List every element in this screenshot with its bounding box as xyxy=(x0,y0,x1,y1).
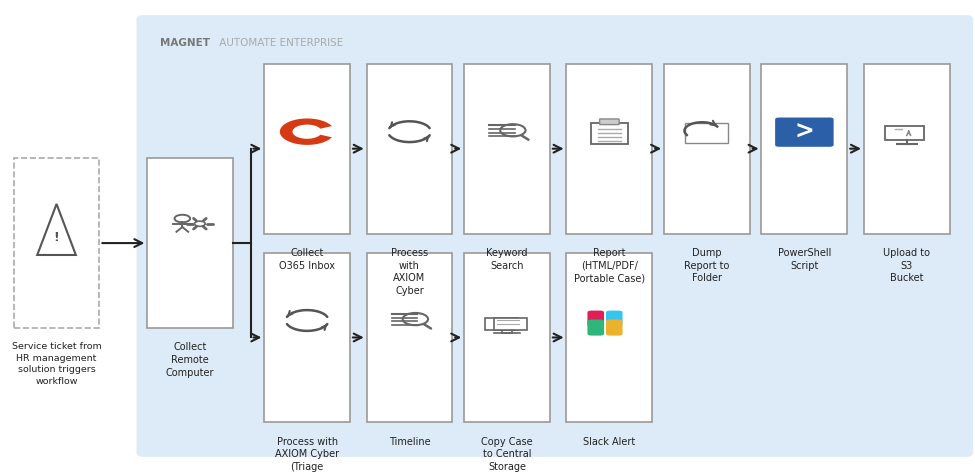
Text: Process with
AXIOM Cyber
(Triage
Search): Process with AXIOM Cyber (Triage Search) xyxy=(275,437,339,472)
FancyBboxPatch shape xyxy=(485,318,518,330)
FancyBboxPatch shape xyxy=(464,64,550,234)
FancyBboxPatch shape xyxy=(587,311,604,327)
FancyBboxPatch shape xyxy=(494,318,527,330)
Text: Collect
Remote
Computer: Collect Remote Computer xyxy=(166,342,214,378)
FancyBboxPatch shape xyxy=(587,320,604,336)
Text: Report
(HTML/PDF/
Portable Case): Report (HTML/PDF/ Portable Case) xyxy=(574,248,644,283)
FancyBboxPatch shape xyxy=(264,253,350,422)
FancyBboxPatch shape xyxy=(775,118,834,147)
Text: AUTOMATE ENTERPRISE: AUTOMATE ENTERPRISE xyxy=(216,38,344,48)
Text: Timeline: Timeline xyxy=(389,437,430,447)
Text: Upload to
S3
Bucket: Upload to S3 Bucket xyxy=(883,248,930,283)
FancyBboxPatch shape xyxy=(591,123,628,144)
FancyBboxPatch shape xyxy=(367,64,452,234)
FancyBboxPatch shape xyxy=(147,158,233,328)
FancyBboxPatch shape xyxy=(136,15,973,457)
Text: PowerShell
Script: PowerShell Script xyxy=(778,248,831,270)
FancyBboxPatch shape xyxy=(464,253,550,422)
Text: Process
with
AXIOM
Cyber: Process with AXIOM Cyber xyxy=(391,248,428,296)
FancyBboxPatch shape xyxy=(885,126,924,140)
Text: Copy Case
to Central
Storage: Copy Case to Central Storage xyxy=(482,437,532,472)
FancyBboxPatch shape xyxy=(566,64,652,234)
FancyBboxPatch shape xyxy=(606,311,623,327)
Text: Collect
O365 Inbox: Collect O365 Inbox xyxy=(279,248,335,270)
FancyBboxPatch shape xyxy=(761,64,847,234)
Polygon shape xyxy=(280,118,332,145)
FancyBboxPatch shape xyxy=(14,158,99,328)
Text: >: > xyxy=(795,120,814,143)
Text: Keyword
Search: Keyword Search xyxy=(487,248,527,270)
FancyBboxPatch shape xyxy=(367,253,452,422)
FancyBboxPatch shape xyxy=(606,320,623,336)
FancyBboxPatch shape xyxy=(864,64,950,234)
Circle shape xyxy=(296,126,318,137)
Text: MAGNET: MAGNET xyxy=(160,38,210,48)
Text: !: ! xyxy=(54,231,59,244)
FancyBboxPatch shape xyxy=(566,253,652,422)
FancyBboxPatch shape xyxy=(600,119,619,125)
Text: Dump
Report to
Folder: Dump Report to Folder xyxy=(684,248,729,283)
FancyBboxPatch shape xyxy=(264,64,350,234)
Text: Service ticket from
HR management
solution triggers
workflow: Service ticket from HR management soluti… xyxy=(12,342,101,386)
Text: Slack Alert: Slack Alert xyxy=(583,437,636,447)
FancyBboxPatch shape xyxy=(664,64,750,234)
